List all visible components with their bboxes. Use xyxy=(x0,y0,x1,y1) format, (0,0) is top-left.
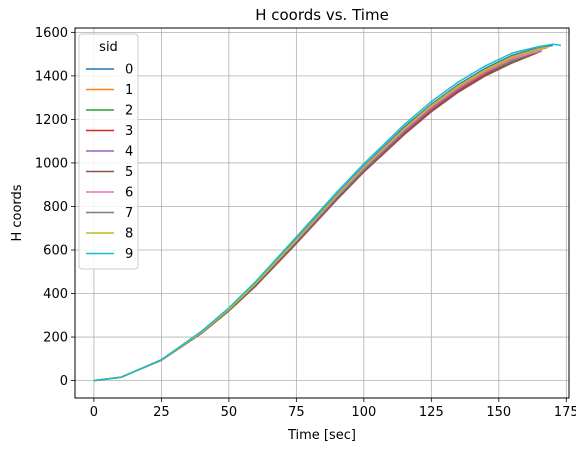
plot-frame xyxy=(74,27,570,399)
legend-items: 0 1 2 3 4 5 6 7 8 9 xyxy=(86,63,133,262)
legend-label-2: 2 xyxy=(125,104,133,119)
y-tick-label: 400 xyxy=(43,287,68,302)
x-tick-label: 100 xyxy=(351,405,376,420)
legend-label-7: 7 xyxy=(125,206,133,221)
y-tick-label: 1000 xyxy=(35,156,68,171)
legend-label-8: 8 xyxy=(125,227,133,242)
legend-label-9: 9 xyxy=(125,247,133,262)
y-tick-label: 600 xyxy=(43,244,68,259)
x-tick-label: 175 xyxy=(554,405,576,420)
y-tick-label: 1600 xyxy=(35,26,68,41)
series-lines xyxy=(93,43,562,382)
legend-label-4: 4 xyxy=(125,145,133,160)
legend-label-1: 1 xyxy=(125,83,133,98)
chart-title: H coords vs. Time xyxy=(255,6,389,24)
legend-label-5: 5 xyxy=(125,165,133,180)
legend-title: sid xyxy=(99,40,118,55)
legend-label-3: 3 xyxy=(125,124,133,139)
x-tick-label: 25 xyxy=(153,405,170,420)
legend-label-0: 0 xyxy=(125,63,133,78)
y-tick-label: 800 xyxy=(43,200,68,215)
x-tick-label: 75 xyxy=(288,405,305,420)
legend-label-6: 6 xyxy=(125,186,133,201)
y-tick-label: 200 xyxy=(43,331,68,346)
x-tick-label: 50 xyxy=(221,405,238,420)
legend: sid 0 1 2 3 4 5 6 7 8 9 xyxy=(78,33,139,270)
y-tick-label: 1200 xyxy=(35,113,68,128)
grid xyxy=(75,28,569,398)
x-tick-label: 150 xyxy=(486,405,511,420)
x-axis-label: Time [sec] xyxy=(287,428,356,443)
y-axis-label: H coords xyxy=(10,184,25,241)
y-tick-label: 1400 xyxy=(35,69,68,84)
x-tick-label: 125 xyxy=(419,405,444,420)
series-line-9 xyxy=(93,43,562,382)
axis-ticks: 0 25 50 75 100 125 150 175020040060080010001200… xyxy=(35,26,576,420)
x-tick-label: 0 xyxy=(90,405,98,420)
y-tick-label: 0 xyxy=(60,374,68,389)
